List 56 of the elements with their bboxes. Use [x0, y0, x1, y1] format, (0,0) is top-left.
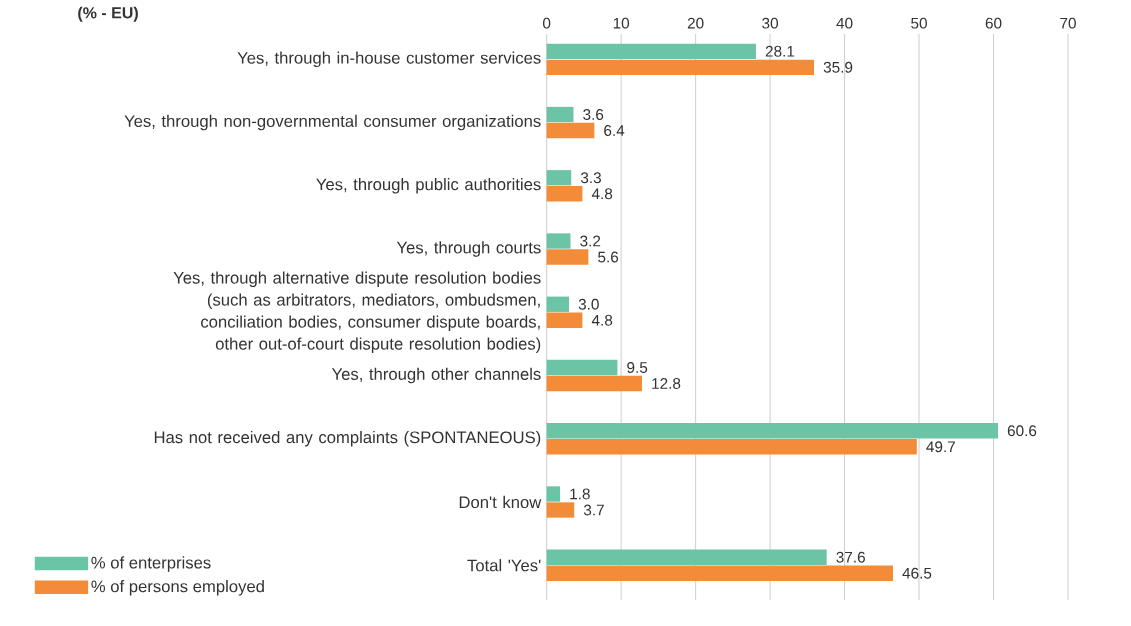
y-tick-label: Total 'Yes'	[467, 559, 541, 572]
y-tick-label: Yes, through non-governmental consumer organizations	[124, 114, 541, 131]
bar	[546, 296, 569, 312]
data-label: 49.7	[926, 441, 955, 453]
bar	[546, 249, 589, 265]
x-tick-label: 70	[1060, 17, 1076, 29]
data-label: 3.0	[578, 298, 599, 310]
bar	[546, 233, 571, 249]
bar	[546, 375, 642, 392]
y-tick-label: Has not received any complaints (SPONTANEOUS)	[154, 430, 541, 447]
data-label: 1.8	[570, 488, 590, 500]
data-label: 3.7	[583, 504, 604, 516]
data-label: 6.4	[604, 125, 625, 136]
data-label: 37.6	[836, 551, 865, 563]
y-tick-label: Yes, through alternative dispute resolution bodies (such as arbitrators, mediators, ombudsmen, conciliation bodies, consumer dispute boards, other out-of-court dispute resolution bodies)	[173, 271, 541, 354]
x-tick-label: 20	[687, 17, 704, 29]
bar	[546, 549, 827, 565]
data-label: 60.6	[1007, 425, 1037, 437]
data-label: 46.5	[902, 567, 932, 579]
data-label: 12.8	[652, 378, 681, 389]
y-tick-label: Don't know	[459, 495, 542, 509]
data-label: 5.6	[598, 251, 619, 263]
bar	[546, 359, 618, 376]
bar	[546, 423, 998, 439]
bar	[546, 502, 575, 518]
bar	[546, 486, 561, 502]
y-tick-label: Yes, through public authorities	[316, 178, 541, 194]
x-tick-label: 0	[543, 17, 551, 29]
data-label: 4.8	[591, 314, 613, 326]
legend-label: % of enterprises	[91, 556, 211, 572]
bar	[546, 122, 595, 139]
x-tick-label: 40	[836, 17, 853, 29]
bar	[546, 43, 756, 59]
bar	[546, 106, 574, 123]
bar	[546, 170, 572, 186]
data-label: 3.3	[580, 172, 601, 184]
bar	[546, 59, 815, 75]
y-tick-label: Yes, through other channels	[331, 367, 541, 384]
x-tick-label: 50	[911, 17, 927, 29]
bar	[546, 565, 893, 581]
bar	[546, 312, 583, 328]
data-label: 3.2	[580, 235, 601, 247]
data-label: 28.1	[765, 45, 795, 57]
legend-label: % of persons employed	[91, 580, 264, 596]
x-tick-label: 10	[613, 17, 630, 29]
bar	[546, 439, 917, 455]
x-tick-label: 30	[762, 17, 779, 29]
data-label: 3.6	[583, 109, 604, 120]
y-tick-label: Yes, through in-house customer services	[237, 51, 541, 68]
y-tick-label: Yes, through courts	[396, 241, 541, 257]
data-label: 4.8	[591, 188, 613, 200]
text: (% - EU)	[78, 6, 138, 22]
bar	[546, 186, 583, 202]
data-label: 9.5	[627, 362, 648, 373]
x-tick-label: 60	[985, 17, 1002, 29]
data-label: 35.9	[823, 61, 853, 73]
